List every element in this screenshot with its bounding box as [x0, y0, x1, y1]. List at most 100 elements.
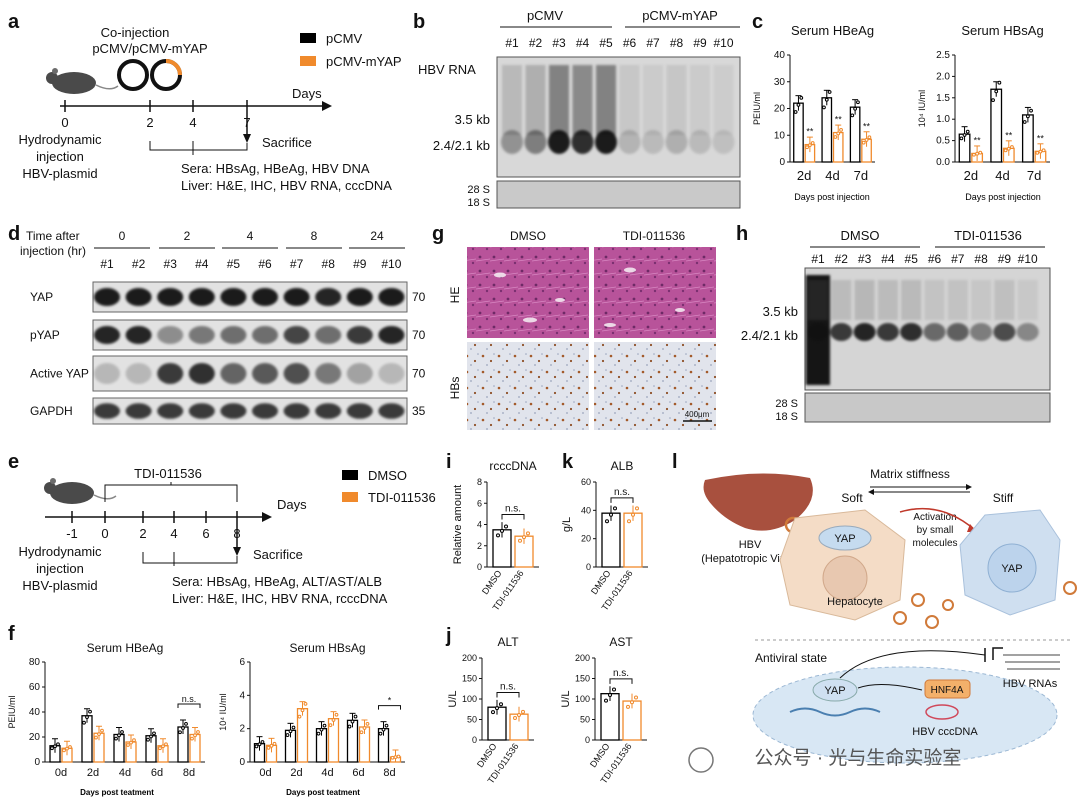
data-point: [260, 740, 265, 744]
cccdna-icon: [925, 704, 959, 720]
significance-label: *: [388, 696, 392, 706]
panel-letter-d: d: [8, 223, 20, 245]
data-point: [126, 743, 130, 747]
data-point: [978, 150, 983, 155]
y-tick-label: 1.0: [936, 114, 950, 125]
g-col-tdi: TDI-011536: [623, 229, 686, 243]
days-label-e: Days: [277, 497, 307, 512]
tick-4: 4: [189, 115, 196, 130]
western-band: [315, 403, 342, 419]
he-image-tdi: [594, 247, 716, 338]
western-band: [220, 363, 247, 384]
y-tick-label: 0: [477, 562, 482, 572]
western-row-label: YAP: [30, 290, 53, 304]
y-tick-label: 60: [29, 682, 41, 693]
activation-3: molecules: [912, 538, 957, 549]
time-label-1: Time after: [26, 229, 80, 243]
e-tick-2: 2: [139, 526, 146, 541]
western-band: [188, 326, 215, 344]
he-image-dmso: [467, 247, 589, 338]
data-point: [181, 726, 185, 730]
category-label: 4d: [119, 767, 131, 779]
panel-e: TDI-011536 DMSO TDI-011536 Days -1 0 2 4…: [18, 466, 435, 606]
chart-title: ALB: [611, 459, 634, 473]
lane-label: #7: [646, 36, 660, 50]
tick-0: 0: [61, 115, 68, 130]
time-point: 24: [370, 229, 384, 243]
data-point: [1006, 146, 1011, 151]
data-point: [347, 724, 352, 729]
data-point: [504, 524, 508, 529]
yap-label-soft: YAP: [834, 533, 855, 545]
lane-label: #1: [100, 257, 114, 271]
blot-band: [853, 323, 876, 341]
data-point: [316, 731, 321, 736]
blot-smear: [877, 280, 898, 320]
y-tick-label: 30: [774, 77, 786, 88]
blot-band: [689, 130, 711, 154]
western-band: [94, 326, 120, 344]
data-point: [285, 733, 290, 737]
lane-label: #4: [881, 252, 895, 266]
rrna-blot-h: [804, 392, 1051, 423]
stiff-label: Stiff: [993, 491, 1014, 505]
y-tick-label: 2.5: [936, 50, 950, 61]
data-point: [962, 133, 967, 137]
western-band: [157, 326, 184, 344]
data-point: [853, 106, 858, 111]
mw-marker: 70: [412, 290, 426, 304]
blot-smear: [643, 65, 663, 135]
y-tick-label: 2.0: [936, 71, 950, 82]
dna-strand: [789, 707, 881, 717]
hbv-rna-blot: [496, 56, 741, 178]
data-point: [1041, 148, 1046, 153]
western-band: [315, 363, 342, 384]
antiviral-state-label: Antiviral state: [755, 651, 827, 665]
data-point: [152, 731, 156, 736]
lane-label: #8: [322, 257, 336, 271]
data-point: [495, 706, 499, 711]
data-point: [56, 742, 60, 747]
western-band: [252, 403, 278, 419]
significance-label: n.s.: [613, 668, 629, 679]
activation-2: by small: [917, 525, 954, 536]
data-point: [1022, 120, 1027, 124]
category-label: 2d: [87, 767, 99, 779]
hbv-full-label: (Hepatotropic Virus): [701, 553, 799, 565]
panel-g: DMSO TDI-011536 HE HBs 400μm: [448, 229, 716, 430]
data-point: [807, 143, 812, 148]
data-point: [824, 97, 829, 102]
blot-smear: [947, 280, 968, 320]
data-point: [991, 98, 995, 103]
sacrifice-label-e: Sacrifice: [253, 547, 303, 562]
chart-title: Serum HBeAg: [791, 23, 874, 38]
western-band: [283, 403, 310, 419]
data-point: [1003, 148, 1008, 153]
data-point: [132, 738, 136, 743]
data-point: [297, 714, 302, 719]
wechat-icon: [688, 747, 714, 773]
western-band: [125, 363, 152, 384]
blot-band: [618, 130, 641, 154]
yap-label-nucleus: YAP: [824, 685, 845, 697]
blot-band: [1016, 323, 1039, 341]
data-point: [393, 755, 398, 760]
lane-label: #2: [529, 36, 543, 50]
data-point: [796, 103, 801, 107]
blot-band: [501, 130, 523, 154]
panel-letter-b: b: [413, 11, 425, 33]
plasmid-pcmv-icon: [117, 59, 149, 91]
sera-label: Sera: HBsAg, HBeAg, HBV DNA: [181, 161, 370, 176]
lane-label: #1: [811, 252, 825, 266]
data-point: [1010, 145, 1014, 149]
blot-smear: [713, 65, 734, 135]
lane-label: #6: [258, 257, 272, 271]
significance-label: **: [1037, 133, 1045, 143]
data-point: [491, 710, 495, 715]
panel-letter-f: f: [8, 623, 15, 645]
data-point: [384, 723, 389, 728]
data-point: [353, 714, 358, 719]
significance-label: **: [806, 127, 814, 137]
data-point: [1025, 114, 1030, 119]
